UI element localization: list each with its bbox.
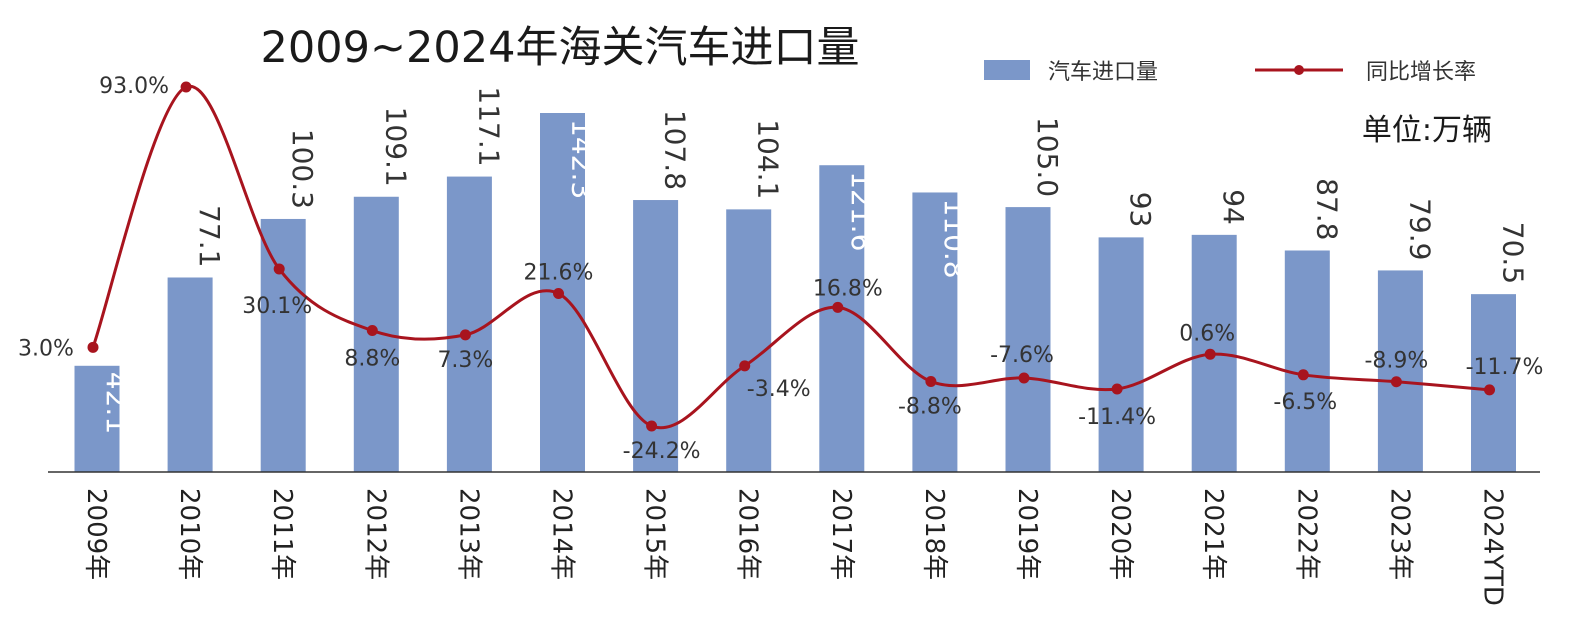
x-tick-label: 2012年 xyxy=(360,488,390,580)
x-tick-label: 2022年 xyxy=(1291,488,1321,580)
growth-point xyxy=(1390,376,1402,388)
growth-value-label: -11.4% xyxy=(1078,405,1156,430)
growth-point xyxy=(180,81,192,93)
bar-value-label: 117.1 xyxy=(472,86,505,166)
x-tick-label: 2015年 xyxy=(640,488,670,580)
growth-point xyxy=(739,360,751,372)
growth-value-label: -3.4% xyxy=(747,377,811,402)
bar-value-label: 79.9 xyxy=(1403,198,1436,260)
growth-rate-line xyxy=(91,84,1490,430)
bar xyxy=(912,192,958,473)
chart-title: 2009~2024年海关汽车进口量 xyxy=(261,23,860,73)
bar-value-label: 121.6 xyxy=(845,171,878,251)
bar xyxy=(446,176,492,472)
x-tick-label: 2014年 xyxy=(547,488,577,580)
growth-point xyxy=(832,301,844,313)
bar-value-label: 142.3 xyxy=(566,119,599,199)
growth-value-label: 30.1% xyxy=(242,294,312,319)
bar-value-label: 105.0 xyxy=(1031,117,1064,197)
growth-point xyxy=(925,375,937,387)
legend-bar-label: 汽车进口量 xyxy=(1048,60,1158,85)
x-tick-label: 2009年 xyxy=(81,488,111,580)
growth-point xyxy=(87,341,99,353)
growth-point xyxy=(459,329,471,341)
growth-markers-group xyxy=(87,81,1495,432)
bar-value-label: 110.8 xyxy=(938,198,971,278)
bar-value-label: 100.3 xyxy=(286,129,319,209)
growth-value-label: 0.6% xyxy=(1179,321,1235,346)
growth-point xyxy=(273,263,285,275)
bar xyxy=(726,209,772,473)
bar-value-label: 70.5 xyxy=(1497,222,1530,284)
bar xyxy=(260,218,306,472)
bar xyxy=(819,165,865,472)
growth-value-label: -6.5% xyxy=(1273,390,1337,415)
x-tick-label: 2010年 xyxy=(174,488,204,580)
legend-bar-swatch xyxy=(984,60,1030,80)
bar-value-label: 104.1 xyxy=(752,119,785,199)
legend-line-label: 同比增长率 xyxy=(1366,60,1476,85)
bar xyxy=(1005,207,1051,472)
bar-value-label: 77.1 xyxy=(193,205,226,267)
growth-value-label: -11.7% xyxy=(1466,355,1544,380)
bar xyxy=(1377,270,1423,472)
x-tick-label: 2013年 xyxy=(453,488,483,580)
bar xyxy=(1098,237,1144,472)
bar-value-label: 94 xyxy=(1217,189,1250,225)
x-tick-label: 2017年 xyxy=(826,488,856,580)
bar xyxy=(353,196,399,473)
bar-value-label: 87.8 xyxy=(1310,178,1343,240)
x-tick-label: 2018年 xyxy=(919,488,949,580)
growth-labels-group: 3.0% 93.0% 30.1% 8.8% 7.3% 21.6% -24.2% -3.4% 16… xyxy=(18,74,1543,464)
growth-point xyxy=(553,288,564,300)
growth-point xyxy=(1297,369,1309,381)
x-tick-label: 2024YTD xyxy=(1478,488,1508,606)
growth-value-label: 8.8% xyxy=(344,347,400,372)
bar xyxy=(1284,250,1330,472)
x-tick-label: 2021年 xyxy=(1198,488,1228,580)
unit-label: 单位:万辆 xyxy=(1362,113,1492,148)
bar xyxy=(1471,294,1516,472)
growth-value-label: 93.0% xyxy=(99,74,169,99)
bar-value-label: 42.1 xyxy=(100,372,133,434)
x-tick-label: 2020年 xyxy=(1105,488,1135,580)
growth-point xyxy=(1204,348,1216,360)
growth-value-label: -8.9% xyxy=(1364,349,1428,374)
bar-value-label: 109.1 xyxy=(379,107,412,187)
growth-value-label: 7.3% xyxy=(437,348,493,373)
x-tick-label: 2019年 xyxy=(1012,488,1042,580)
x-tick-labels-group: 2009年 2010年 2011年 2012年 2013年 2014年 2015年 2016年… xyxy=(81,488,1508,606)
growth-point xyxy=(366,325,378,337)
bar xyxy=(74,365,120,472)
x-tick-label: 2023年 xyxy=(1384,488,1414,580)
growth-point xyxy=(1018,372,1030,384)
bar xyxy=(167,277,213,472)
growth-value-label: 16.8% xyxy=(813,276,883,301)
bar-labels-group: 42.1 77.1 100.3 109.1 117.1 142.3 107.8 104.1 12… xyxy=(100,86,1530,434)
growth-value-label: -8.8% xyxy=(898,394,962,419)
x-tick-label: 2016年 xyxy=(733,488,763,580)
growth-point xyxy=(1111,383,1123,395)
legend-line-marker xyxy=(1294,65,1304,75)
growth-point xyxy=(646,420,658,432)
legend: 汽车进口量 同比增长率 xyxy=(984,60,1476,85)
bar-value-label: 107.8 xyxy=(659,110,692,190)
bar xyxy=(633,200,679,472)
growth-value-label: 3.0% xyxy=(18,336,74,361)
growth-value-label: -7.6% xyxy=(990,343,1054,368)
growth-point xyxy=(1484,384,1495,396)
bar-value-label: 93 xyxy=(1124,192,1157,228)
growth-value-label: 21.6% xyxy=(524,261,594,286)
x-tick-label: 2011年 xyxy=(267,488,297,580)
growth-value-label: -24.2% xyxy=(623,439,701,464)
